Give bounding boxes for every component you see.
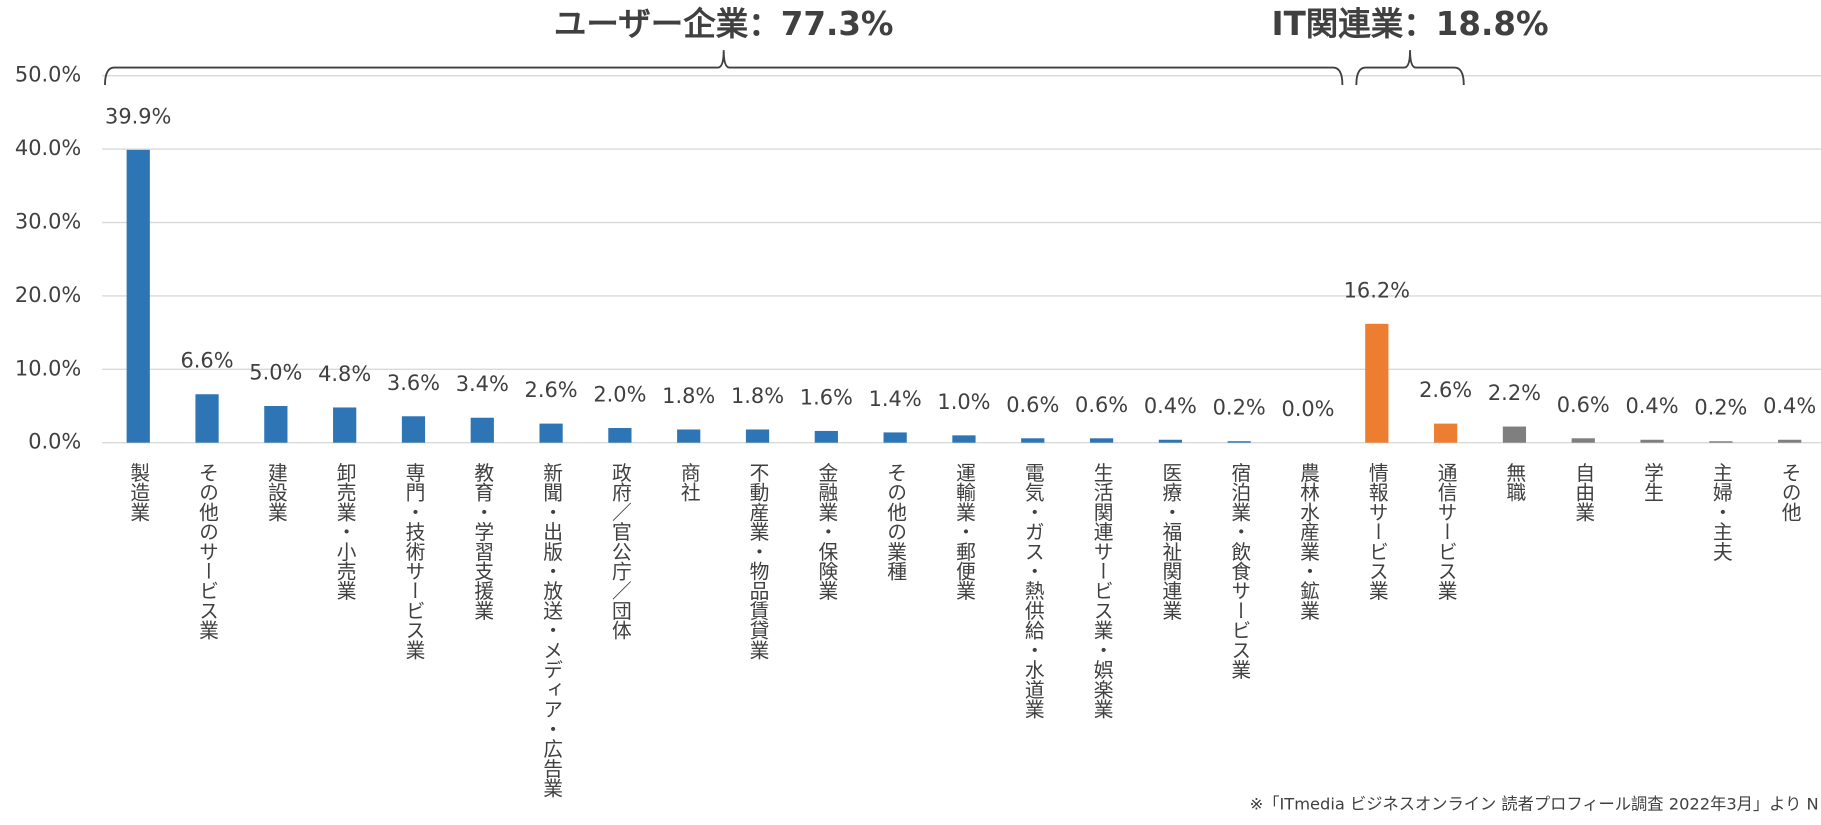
x-tick-label: その他のサービス業 — [196, 462, 219, 640]
bar — [677, 429, 701, 443]
x-tick-label: 自由業 — [1572, 462, 1595, 521]
data-label: 3.4% — [456, 372, 509, 396]
data-label: 4.8% — [318, 362, 371, 386]
data-label: 1.6% — [800, 385, 853, 409]
data-label: 0.4% — [1144, 394, 1197, 418]
bar — [539, 423, 563, 443]
data-label: 2.6% — [1419, 378, 1472, 402]
data-label: 0.0% — [1281, 397, 1334, 421]
bar — [1227, 441, 1251, 443]
x-tick-label: 電気・ガス・熱供給・水道業 — [1021, 462, 1044, 719]
bar — [1778, 439, 1802, 443]
bar — [1709, 441, 1733, 443]
x-tick-label: その他 — [1778, 462, 1801, 521]
data-label: 2.2% — [1488, 381, 1541, 405]
bracket — [104, 50, 1344, 85]
bar — [470, 417, 494, 443]
x-tick-label: 農林水産業・鉱業 — [1297, 462, 1320, 620]
bar — [1571, 438, 1595, 443]
x-tick-label: 不動産業・物品賃貸業 — [746, 462, 769, 659]
source-note: ※「ITmedia ビジネスオンライン 読者プロフィール調査 2022年3月」よ… — [1250, 795, 1819, 814]
x-tick-label: 政府／官公庁／団体 — [608, 462, 631, 640]
data-label: 2.6% — [525, 378, 578, 402]
x-tick-label: その他の業種 — [884, 462, 907, 580]
bar — [1021, 438, 1045, 443]
y-tick-label: 30.0% — [15, 210, 81, 234]
bar — [1158, 439, 1182, 443]
data-label: 3.6% — [387, 371, 440, 395]
bar — [264, 405, 288, 443]
x-tick-label: 情報サービス業 — [1365, 462, 1388, 600]
x-tick-label: 主婦・主夫 — [1709, 462, 1732, 561]
x-tick-label: 製造業 — [127, 462, 150, 521]
x-tick-label: 通信サービス業 — [1434, 462, 1457, 600]
bar — [883, 432, 907, 443]
data-label: 0.6% — [1006, 393, 1059, 417]
bar — [195, 394, 219, 443]
y-tick-label: 0.0% — [28, 430, 81, 454]
annotation: ユーザー企業：77.3% — [554, 5, 894, 43]
annotation: IT関連業：18.8% — [1272, 5, 1549, 43]
data-label: 0.2% — [1213, 396, 1266, 420]
bar — [814, 430, 838, 443]
data-label: 0.2% — [1694, 396, 1747, 420]
bar — [1640, 439, 1664, 443]
bar — [126, 149, 150, 443]
bar — [401, 416, 426, 443]
y-tick-label: 20.0% — [15, 283, 81, 307]
data-label: 0.4% — [1626, 394, 1679, 418]
x-tick-label: 建設業 — [264, 462, 287, 521]
data-label: 0.4% — [1763, 394, 1816, 418]
bracket — [1355, 50, 1465, 85]
x-tick-label: 専門・技術サービス業 — [402, 462, 425, 659]
bar — [1502, 426, 1527, 443]
x-tick-label: 新聞・出版・放送・メディア・広告業 — [540, 462, 563, 798]
data-label: 0.6% — [1075, 393, 1128, 417]
x-tick-label: 学生 — [1641, 462, 1664, 501]
data-label: 39.9% — [105, 104, 171, 128]
bar — [1089, 438, 1114, 443]
x-tick-label: 卸売業・小売業 — [333, 462, 356, 600]
x-tick-label: 教育・学習支援業 — [471, 462, 494, 620]
data-label: 5.0% — [249, 360, 302, 384]
x-tick-label: 医療・福祉関連業 — [1159, 462, 1182, 620]
bar — [1365, 323, 1389, 443]
data-label: 1.8% — [731, 384, 784, 408]
data-label: 1.4% — [869, 387, 922, 411]
x-tick-label: 運輸業・郵便業 — [952, 462, 975, 600]
x-tick-label: 無職 — [1503, 462, 1526, 501]
data-label: 16.2% — [1344, 278, 1410, 302]
x-tick-label: 生活関連サービス業・娯楽業 — [1090, 462, 1113, 719]
y-tick-label: 40.0% — [15, 136, 81, 160]
x-tick-label: 宿泊業・飲食サービス業 — [1228, 462, 1251, 679]
y-tick-label: 10.0% — [15, 356, 81, 380]
bar — [1434, 423, 1458, 443]
bar — [952, 435, 976, 443]
data-label: 1.8% — [662, 384, 715, 408]
data-label: 6.6% — [181, 349, 234, 373]
bar — [333, 407, 357, 443]
x-tick-label: 金融業・保険業 — [815, 462, 838, 600]
bar — [745, 429, 770, 443]
x-tick-label: 商社 — [677, 462, 700, 501]
y-tick-label: 50.0% — [15, 63, 81, 87]
data-label: 0.6% — [1557, 393, 1610, 417]
data-label: 1.0% — [937, 390, 990, 414]
bar — [608, 428, 632, 443]
data-label: 2.0% — [593, 382, 646, 406]
